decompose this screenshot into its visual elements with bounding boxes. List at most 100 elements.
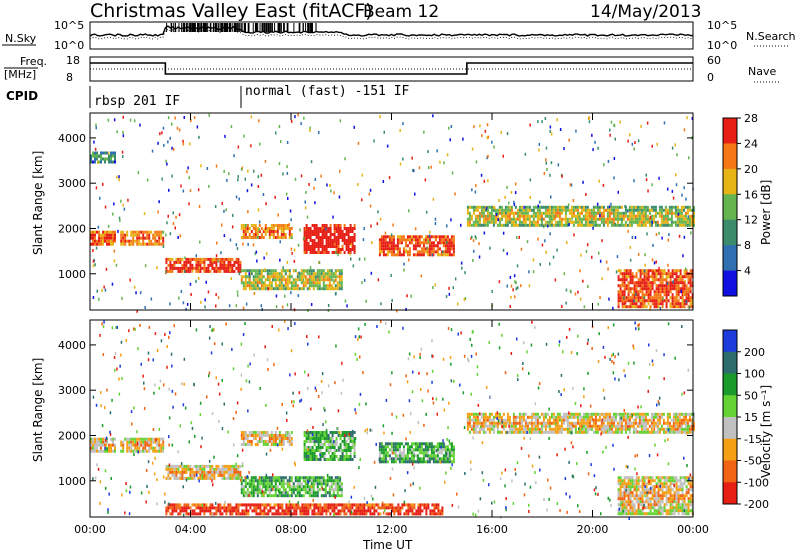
- heatmap-cell-0-4: [341, 245, 344, 248]
- heatmap-cell-0-9: [284, 272, 287, 276]
- heatmap-cell-0-6: [688, 208, 691, 212]
- heatmap-cell-1-2: [227, 467, 230, 471]
- heatmap-cell-1-1: [150, 446, 153, 450]
- heatmap-cell-0-5: [452, 253, 455, 257]
- heatmap-cell-0-9: [278, 272, 281, 276]
- heatmap-speckle: [644, 263, 646, 267]
- heatmap-cell-0-6: [618, 214, 621, 218]
- heatmap-cell-1-6: [538, 421, 541, 425]
- heatmap-cell-1-6: [672, 421, 675, 425]
- heatmap-cell-0-5: [420, 253, 423, 257]
- heatmap-cell-1-4: [345, 446, 348, 449]
- heatmap-cell-1-2: [173, 470, 176, 474]
- heatmap-speckle: [363, 278, 366, 282]
- heatmap-cell-0-4: [345, 245, 348, 248]
- heatmap-cell-0-6: [610, 211, 613, 215]
- heatmap-cell-1-6: [686, 412, 689, 416]
- heatmap-cell-1-2: [203, 470, 206, 474]
- heatmap-cell-1-0: [96, 443, 98, 447]
- heatmap-speckle: [663, 121, 666, 125]
- heatmap-cell-1-6: [656, 412, 659, 416]
- heatmap-cell-0-7: [667, 299, 670, 303]
- heatmap-cell-0-6: [530, 223, 533, 227]
- heatmap-speckle: [396, 309, 398, 313]
- freq-frame: [89, 56, 694, 82]
- heatmap-cell-0-7: [673, 296, 676, 300]
- heatmap-cell-0-7: [661, 305, 664, 309]
- heatmap-cell-0-5: [396, 247, 399, 251]
- heatmap-cell-0-2: [189, 269, 192, 273]
- heatmap-cell-0-5: [444, 253, 447, 257]
- heatmap-cell-0-2: [185, 260, 188, 264]
- heatmap-cell-1-7: [635, 482, 638, 486]
- heatmap-cell-1-1: [130, 437, 133, 441]
- heatmap-cell-0-9: [312, 275, 315, 279]
- heatmap-cell-1-6: [528, 415, 531, 419]
- heatmap-cell-1-2: [171, 467, 174, 471]
- heatmap-cell-1-6: [676, 424, 679, 428]
- heatmap-cell-0-5: [378, 250, 381, 254]
- heatmap-speckle: [333, 279, 335, 283]
- heatmap-cell-1-5: [442, 442, 445, 446]
- heatmap-cell-0-1: [158, 239, 161, 243]
- heatmap-cell-0-6: [536, 214, 539, 218]
- heatmap-cell-0-2: [203, 260, 206, 264]
- heatmap-cell-0-0: [108, 233, 110, 237]
- heatmap-cell-1-6: [628, 412, 631, 416]
- heatmap-cell-0-6: [688, 205, 691, 209]
- heatmap-cell-1-4: [333, 443, 336, 446]
- heatmap-cell-0-6: [620, 205, 623, 209]
- heatmap-cell-0-7: [627, 293, 630, 297]
- heatmap-cell-1-6: [574, 430, 577, 434]
- heatmap-cell-1-3: [250, 434, 253, 437]
- heatmap-cell-1-5: [386, 442, 389, 446]
- heatmap-cell-1-7: [671, 488, 674, 492]
- heatmap-cell-0-7: [653, 299, 656, 303]
- heatmap-speckle: [137, 171, 140, 175]
- heatmap-cell-0-4: [333, 224, 336, 227]
- heatmap-cell-1-4: [339, 437, 342, 440]
- heatmap-cell-1-5: [380, 451, 383, 455]
- heatmap-speckle: [487, 154, 489, 158]
- heatmap-cell-0-1: [150, 239, 153, 243]
- heatmap-cell-1-3: [278, 440, 281, 443]
- heatmap-speckle: [517, 286, 519, 290]
- heatmap-cell-1-0: [98, 437, 100, 441]
- heatmap-cell-0-6: [526, 208, 529, 212]
- heatmap-cell-1-6: [526, 421, 529, 425]
- heatmap-speckle: [658, 231, 660, 235]
- heatmap-cell-0-5: [444, 235, 447, 239]
- heatmap-cell-0-9: [294, 284, 297, 288]
- heatmap-cell-0-2: [219, 257, 222, 261]
- heatmap-speckle: [495, 213, 498, 216]
- heatmap-cell-1-5: [420, 442, 423, 446]
- heatmap-cell-1-4: [305, 449, 308, 452]
- heatmap-cell-0-4: [315, 251, 318, 254]
- heatmap-cell-0-6: [644, 223, 647, 227]
- heatmap-cell-0-6: [642, 205, 645, 209]
- heatmap-cell-1-7: [621, 512, 624, 516]
- heatmap-cell-0-7: [675, 269, 678, 273]
- heatmap-cell-0-6: [622, 223, 625, 227]
- heatmap-cell-0-6: [586, 214, 589, 218]
- heatmap-cell-1-3: [266, 434, 269, 437]
- heatmap-cell-0-7: [629, 305, 632, 309]
- heatmap-cell-0-7: [621, 302, 624, 306]
- heatmap-cell-0-6: [540, 214, 543, 218]
- heatmap-cell-1-6: [536, 430, 539, 434]
- heatmap-cell-1-6: [652, 424, 655, 428]
- heatmap-cell-0-7: [669, 302, 672, 306]
- heatmap-cell-0-6: [568, 208, 571, 212]
- heatmap-cell-1-3: [282, 440, 285, 443]
- heatmap-cell-0-4: [305, 239, 308, 242]
- heatmap-cell-0-4: [351, 245, 354, 248]
- heatmap-cell-1-6: [606, 421, 609, 425]
- heatmap-cell-0-5: [446, 250, 449, 254]
- heatmap-cell-1-6: [494, 421, 497, 425]
- heatmap-cell-0-7: [667, 287, 670, 291]
- heatmap-cell-1-6: [582, 418, 585, 422]
- heatmap-speckle: [643, 296, 645, 300]
- heatmap-cell-0-7: [669, 305, 672, 309]
